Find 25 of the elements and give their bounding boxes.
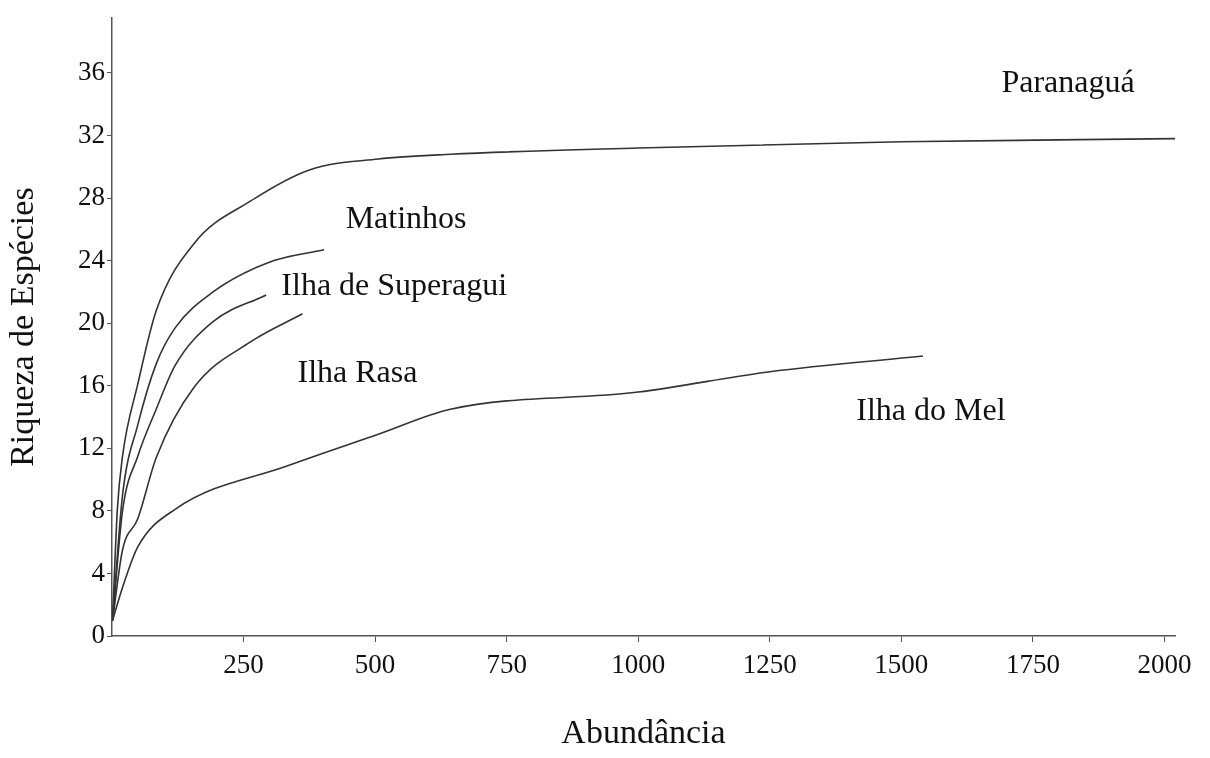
x-tick-label: 250 xyxy=(223,649,264,680)
y-tick-label: 20 xyxy=(78,306,105,337)
x-tick-label: 1500 xyxy=(874,649,929,680)
y-tick-label: 28 xyxy=(78,181,105,212)
y-tick-label: 32 xyxy=(78,118,105,149)
y-axis-title: Riqueza de Espécies xyxy=(3,187,41,467)
y-tick-label: 12 xyxy=(78,431,105,462)
series-label: Ilha Rasa xyxy=(297,353,418,390)
series-label: Ilha do Mel xyxy=(856,391,1006,428)
y-tick-label: 0 xyxy=(91,619,105,650)
series-label: Ilha de Superagui xyxy=(281,266,508,303)
x-tick-label: 750 xyxy=(486,649,527,680)
x-tick-label: 500 xyxy=(354,649,396,680)
x-tick-label: 2000 xyxy=(1137,649,1192,680)
x-tick-label: 1000 xyxy=(611,649,666,680)
x-tick-label: 1750 xyxy=(1005,649,1060,680)
x-tick-label: 1250 xyxy=(742,649,797,680)
x-axis-title: Abundância xyxy=(561,712,726,750)
series-label: Paranaguá xyxy=(1001,63,1135,100)
y-tick-label: 24 xyxy=(78,243,106,274)
y-tick-label: 4 xyxy=(91,556,106,587)
y-tick-label: 8 xyxy=(91,493,105,524)
series-label: Matinhos xyxy=(345,199,467,236)
y-tick-label: 36 xyxy=(78,56,105,87)
y-tick-label: 16 xyxy=(78,368,105,399)
